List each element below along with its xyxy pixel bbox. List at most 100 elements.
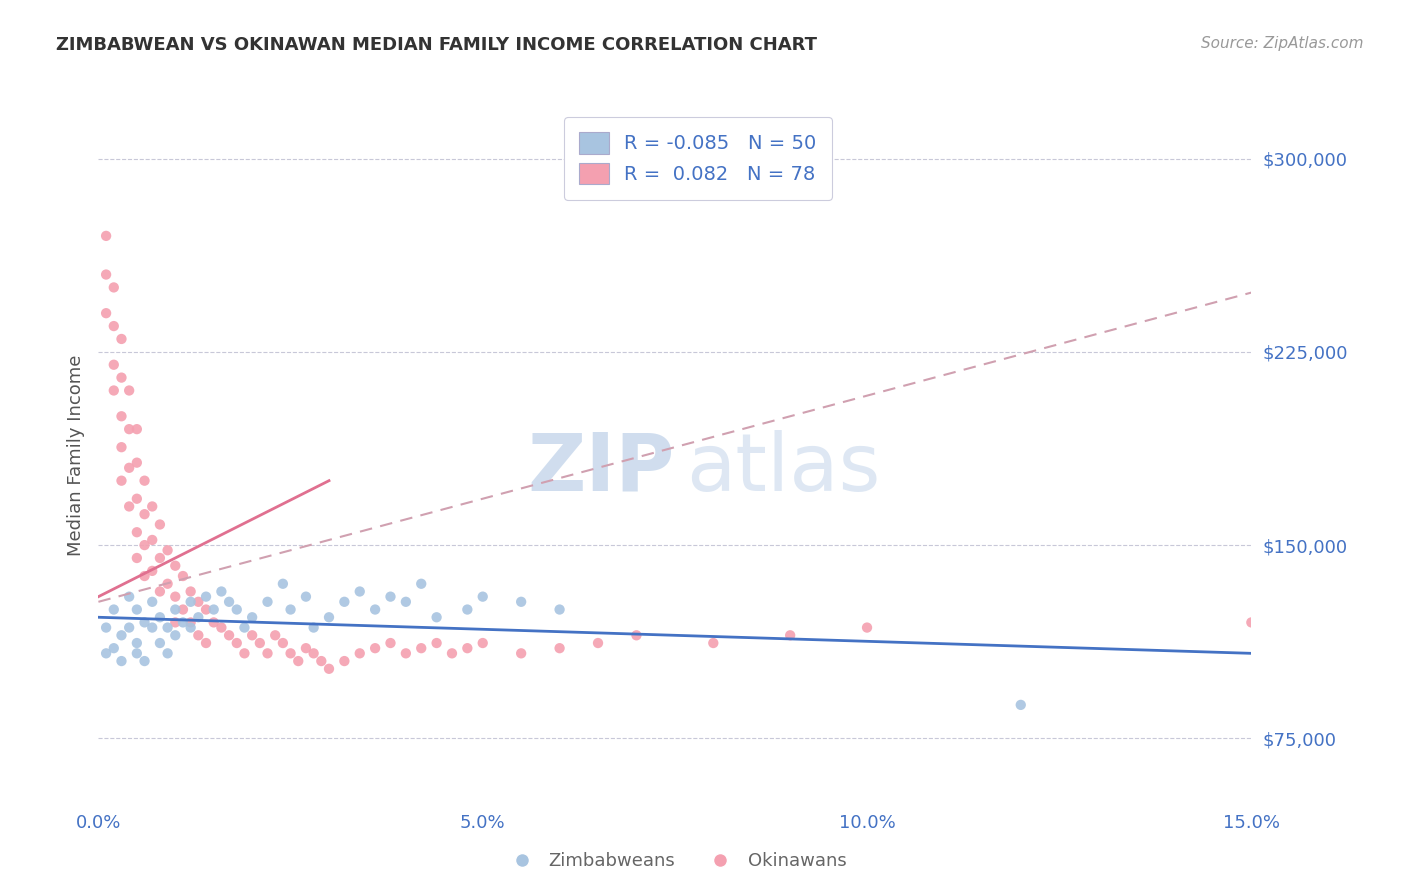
Point: [149, 551, 172, 566]
Point: [333, 654, 356, 668]
Point: [110, 654, 132, 668]
Point: [426, 636, 449, 650]
Point: [156, 576, 179, 591]
Point: [187, 610, 209, 624]
Point: [295, 590, 318, 604]
Point: [271, 636, 294, 650]
Point: [134, 474, 156, 488]
Point: [1240, 615, 1263, 630]
Point: [94, 228, 117, 243]
Point: [240, 610, 263, 624]
Point: [125, 456, 148, 470]
Point: [471, 590, 494, 604]
Point: [333, 595, 356, 609]
Text: atlas: atlas: [686, 430, 880, 508]
Point: [349, 584, 371, 599]
Point: [1010, 698, 1032, 712]
Point: [471, 636, 494, 650]
Point: [180, 595, 202, 609]
Point: [125, 602, 148, 616]
Point: [125, 422, 148, 436]
Point: [311, 654, 333, 668]
Point: [149, 517, 172, 532]
Point: [172, 602, 194, 616]
Point: [411, 576, 433, 591]
Point: [149, 610, 172, 624]
Point: [209, 584, 232, 599]
Point: [256, 646, 278, 660]
Point: [180, 584, 202, 599]
Point: [202, 602, 225, 616]
Point: [456, 641, 478, 656]
Point: [510, 646, 533, 660]
Point: [110, 440, 132, 454]
Point: [548, 602, 571, 616]
Point: [94, 646, 117, 660]
Point: [195, 602, 218, 616]
Point: [118, 422, 141, 436]
Point: [94, 621, 117, 635]
Point: [118, 460, 141, 475]
Point: [426, 610, 449, 624]
Point: [141, 621, 163, 635]
Point: [141, 500, 163, 514]
Point: [165, 615, 187, 630]
Point: [295, 641, 318, 656]
Point: [149, 636, 172, 650]
Point: [456, 602, 478, 616]
Point: [110, 370, 132, 384]
Point: [280, 602, 302, 616]
Point: [118, 621, 141, 635]
Point: [134, 615, 156, 630]
Point: [302, 621, 325, 635]
Point: [202, 615, 225, 630]
Point: [165, 602, 187, 616]
Point: [626, 628, 648, 642]
Point: [180, 615, 202, 630]
Point: [349, 646, 371, 660]
Point: [364, 602, 387, 616]
Point: [395, 646, 418, 660]
Point: [118, 500, 141, 514]
Point: [218, 628, 240, 642]
Point: [110, 409, 132, 424]
Point: [103, 280, 125, 294]
Point: [149, 584, 172, 599]
Point: [249, 636, 271, 650]
Point: [103, 384, 125, 398]
Point: [287, 654, 309, 668]
Point: [156, 646, 179, 660]
Point: [118, 590, 141, 604]
Text: ZIMBABWEAN VS OKINAWAN MEDIAN FAMILY INCOME CORRELATION CHART: ZIMBABWEAN VS OKINAWAN MEDIAN FAMILY INC…: [56, 36, 817, 54]
Point: [271, 576, 294, 591]
Point: [180, 621, 202, 635]
Point: [233, 646, 256, 660]
Point: [586, 636, 609, 650]
Point: [240, 628, 263, 642]
Point: [209, 621, 232, 635]
Point: [165, 558, 187, 573]
Point: [280, 646, 302, 660]
Point: [110, 332, 132, 346]
Point: [233, 621, 256, 635]
Point: [156, 621, 179, 635]
Point: [380, 590, 402, 604]
Point: [103, 641, 125, 656]
Point: [702, 636, 724, 650]
Point: [134, 569, 156, 583]
Point: [195, 636, 218, 650]
Point: [141, 564, 163, 578]
Point: [380, 636, 402, 650]
Point: [318, 610, 340, 624]
Point: [165, 628, 187, 642]
Point: [856, 621, 879, 635]
Point: [225, 636, 247, 650]
Point: [134, 538, 156, 552]
Point: [134, 507, 156, 521]
Point: [156, 543, 179, 558]
Point: [94, 268, 117, 282]
Point: [779, 628, 801, 642]
Text: ZIP: ZIP: [527, 430, 675, 508]
Point: [125, 646, 148, 660]
Point: [172, 615, 194, 630]
